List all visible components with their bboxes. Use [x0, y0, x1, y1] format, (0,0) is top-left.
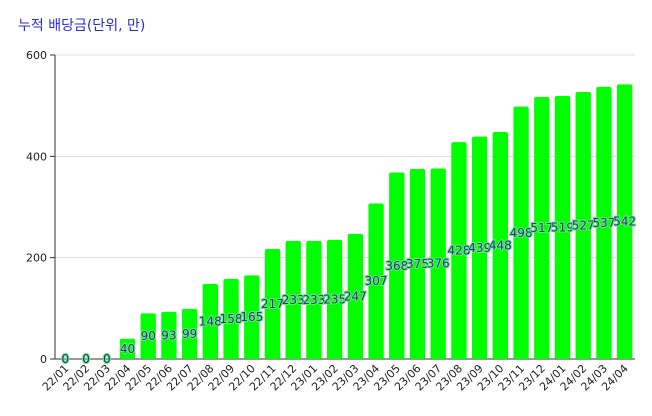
bar: [554, 96, 571, 359]
bar: [202, 284, 219, 359]
value-label: 247: [344, 289, 367, 303]
value-label: 158: [220, 312, 243, 326]
value-label: 0: [103, 352, 111, 366]
bar: [347, 233, 364, 359]
value-label: 375: [406, 257, 429, 271]
bar: [492, 132, 509, 359]
y-tick-label: 0: [40, 353, 47, 366]
bar: [140, 313, 156, 359]
bar: [451, 142, 467, 359]
value-label: 90: [141, 329, 156, 343]
bar: [534, 97, 550, 359]
value-label: 517: [530, 221, 553, 235]
value-label: 0: [62, 352, 70, 366]
bar: [513, 106, 529, 360]
y-tick-label: 200: [26, 252, 47, 265]
value-label: 148: [199, 315, 222, 329]
bar: [575, 91, 591, 359]
value-label: 376: [427, 257, 450, 271]
bar: [223, 278, 239, 359]
bar: [244, 275, 260, 359]
chart-title: 누적 배당금(단위, 만): [18, 18, 145, 34]
value-label: 519: [551, 221, 574, 235]
value-label: 527: [572, 218, 595, 232]
value-label: 40: [120, 342, 135, 356]
bar: [616, 84, 633, 360]
value-label: 0: [82, 352, 90, 366]
y-tick-label: 600: [26, 49, 47, 62]
bar: [264, 249, 281, 359]
value-label: 542: [613, 215, 636, 229]
bar: [119, 338, 136, 359]
y-tick-label: 400: [26, 150, 47, 163]
bar: [161, 311, 177, 359]
value-label: 165: [240, 310, 263, 324]
bar: [596, 86, 612, 360]
value-label: 368: [385, 259, 408, 273]
value-label: 428: [447, 244, 470, 258]
value-label: 448: [489, 239, 512, 253]
value-label: 233: [302, 293, 325, 307]
value-label: 235: [323, 292, 346, 306]
value-label: 439: [468, 241, 491, 255]
bar: [326, 239, 343, 359]
value-label: 537: [592, 216, 615, 230]
value-label: 307: [365, 274, 388, 288]
value-label: 498: [510, 226, 533, 240]
bar: [430, 168, 446, 359]
bar: [409, 169, 426, 359]
value-label: 93: [161, 328, 176, 342]
value-label: 99: [182, 327, 197, 341]
value-label: 217: [261, 297, 284, 311]
bar: [368, 203, 384, 359]
value-label: 233: [282, 293, 305, 307]
bar: [471, 136, 488, 359]
bar: [285, 240, 301, 359]
bar: [389, 172, 405, 359]
bar: [306, 240, 322, 359]
bar: [181, 308, 198, 359]
